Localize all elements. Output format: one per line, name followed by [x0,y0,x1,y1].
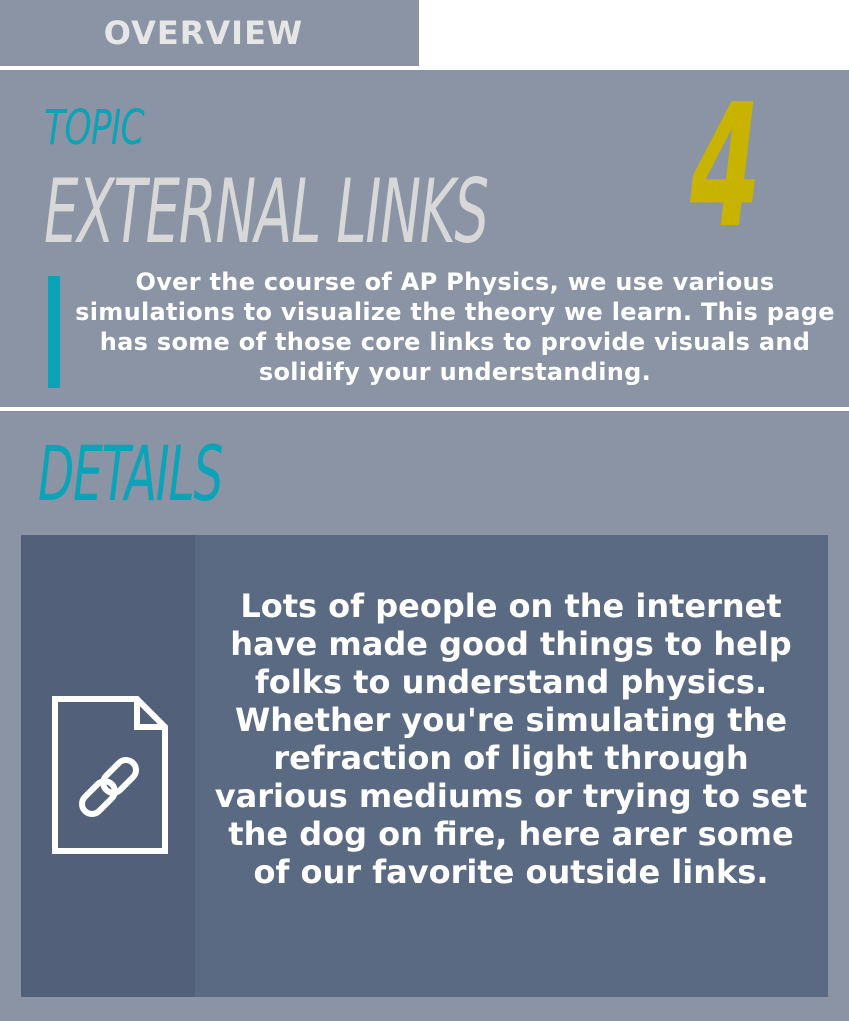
accent-bar [48,276,60,388]
card-icon-column [21,535,195,997]
details-heading: DETAILS [38,429,223,518]
page-title: EXTERNAL LINKS [44,160,489,263]
document-link-icon [52,696,168,854]
overview-tab[interactable]: OVERVIEW [0,0,419,66]
topic-panel: TOPIC EXTERNAL LINKS 4 Over the course o… [0,70,849,407]
details-text: Lots of people on the internet have made… [214,587,808,891]
details-card: Lots of people on the internet have made… [21,535,828,997]
details-panel: DETAILS Lots of people on the internet h… [0,411,849,1021]
topic-summary: Over the course of AP Physics, we use va… [75,268,835,386]
overview-tab-label: OVERVIEW [103,14,304,52]
topic-number: 4 [690,68,761,266]
topic-label: TOPIC [44,100,145,156]
